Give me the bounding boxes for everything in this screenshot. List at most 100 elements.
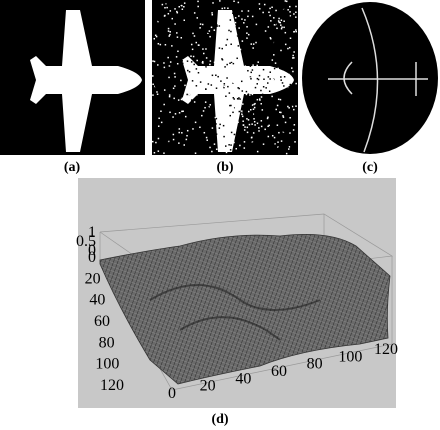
speckle — [182, 107, 184, 109]
speckle — [198, 98, 200, 100]
speckle — [158, 20, 160, 22]
speckle — [280, 79, 282, 81]
speckle — [293, 13, 295, 15]
speckle — [202, 48, 204, 50]
speckle — [180, 4, 182, 5]
speckle — [233, 63, 235, 64]
speckle — [241, 32, 243, 34]
speckle — [242, 137, 244, 139]
speckle — [260, 90, 262, 92]
speckle — [280, 50, 282, 52]
speckle — [273, 42, 275, 44]
speckle — [285, 105, 287, 107]
speckle — [275, 29, 277, 31]
speckle — [180, 80, 182, 82]
speckle — [250, 65, 252, 67]
speckle — [221, 8, 223, 10]
speckle — [258, 130, 260, 132]
speckle — [269, 8, 271, 10]
speckle — [223, 136, 225, 138]
speckle — [264, 88, 266, 90]
speckle — [265, 30, 267, 32]
speckle — [184, 32, 186, 34]
speckle — [291, 58, 293, 60]
speckle — [221, 78, 223, 80]
speckle — [164, 15, 166, 17]
speckle — [206, 57, 208, 59]
speckle — [225, 44, 227, 46]
speckle — [191, 99, 193, 101]
speckle — [208, 126, 210, 128]
speckle — [233, 104, 235, 106]
speckle — [261, 120, 263, 122]
speckle — [158, 66, 160, 68]
speckle — [289, 47, 291, 49]
speckle — [257, 52, 259, 54]
speckle — [233, 0, 235, 2]
speckle — [277, 139, 279, 141]
speckle — [252, 16, 254, 18]
speckle — [243, 109, 245, 111]
speckle — [278, 41, 280, 43]
speckle — [233, 24, 235, 26]
speckle — [175, 89, 177, 91]
speckle — [202, 128, 204, 129]
speckle — [273, 54, 275, 56]
speckle — [188, 90, 190, 92]
speckle — [211, 27, 213, 29]
speckle — [286, 114, 288, 116]
speckle — [186, 139, 188, 141]
speckle — [184, 122, 186, 124]
speckle — [194, 68, 196, 70]
speckle — [247, 113, 249, 115]
speckle — [258, 124, 260, 126]
speckle — [211, 121, 213, 123]
speckle — [267, 101, 269, 103]
speckle — [237, 122, 239, 124]
speckle — [235, 22, 237, 24]
speckle — [245, 65, 247, 67]
speckle — [185, 1, 187, 3]
speckle — [263, 78, 265, 80]
speckle — [173, 134, 175, 136]
speckle — [157, 94, 159, 96]
speckle — [222, 0, 224, 2]
speckle — [290, 137, 292, 139]
speckle — [281, 126, 283, 128]
speckle — [154, 147, 156, 149]
speckle — [251, 123, 253, 125]
speckle — [182, 98, 184, 100]
x-tick-label: 40 — [235, 370, 251, 387]
speckle — [284, 139, 286, 141]
speckle — [221, 21, 223, 23]
speckle — [283, 131, 285, 133]
speckle — [268, 136, 270, 138]
speckle — [277, 68, 279, 70]
speckle — [152, 94, 154, 96]
speckle — [239, 145, 241, 147]
speckle — [286, 153, 288, 155]
speckle — [214, 8, 216, 10]
y-tick-label: 40 — [89, 292, 105, 309]
speckle — [178, 142, 180, 144]
speckle — [246, 91, 248, 93]
speckle — [283, 116, 285, 118]
speckle — [161, 137, 163, 139]
speckle — [158, 118, 160, 120]
speckle — [294, 91, 296, 93]
speckle — [230, 59, 232, 61]
speckle — [182, 111, 184, 113]
speckle — [238, 2, 240, 4]
speckle — [294, 141, 296, 143]
y-tick-label: 100 — [95, 356, 119, 373]
speckle — [268, 76, 270, 78]
speckle — [256, 83, 258, 85]
speckle — [215, 94, 217, 96]
speckle — [288, 130, 290, 132]
speckle — [275, 109, 277, 111]
speckle — [282, 8, 284, 10]
speckle — [233, 61, 235, 63]
speckle — [255, 39, 256, 41]
speckle — [262, 12, 264, 14]
speckle — [159, 40, 161, 42]
